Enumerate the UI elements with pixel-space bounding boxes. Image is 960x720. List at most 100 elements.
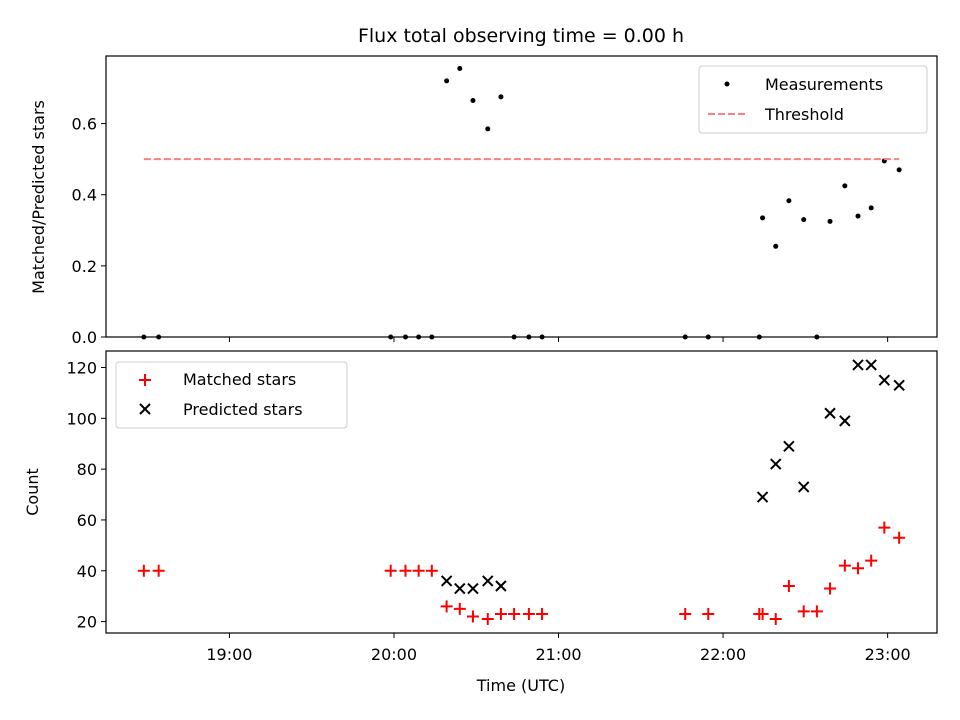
y-tick-label: 100 (66, 409, 97, 428)
measurements-point (141, 334, 147, 340)
legend-label-matched-stars: Matched stars (183, 370, 296, 389)
measurements-point (485, 126, 491, 132)
matched-stars-point (810, 605, 823, 618)
predicted-stars-point (852, 359, 864, 371)
matched-stars-point (399, 564, 412, 577)
predicted-stars-point (798, 481, 810, 493)
bottom-panel-series (137, 359, 906, 626)
bottom-legend-box (115, 361, 348, 429)
matched-stars-point (893, 531, 906, 544)
top-panel-series (141, 65, 902, 340)
predicted-stars-point (770, 458, 782, 470)
measurements-point (814, 334, 820, 340)
top-panel-legend: Measurements Threshold (698, 65, 928, 134)
bottom-panel-ylabel: Count (23, 468, 42, 516)
measurements-point (402, 334, 408, 340)
bottom-panel-frame (105, 350, 938, 634)
matched-stars-point (782, 580, 795, 592)
predicted-stars-point (495, 580, 507, 592)
measurements-point (896, 167, 902, 173)
top-panel-frame (105, 55, 938, 338)
matched-stars-point (756, 607, 769, 620)
x-axis-label: Time (UTC) (476, 676, 565, 695)
predicted-stars-point (440, 575, 453, 587)
matched-stars-point (440, 600, 453, 613)
measurements-point (429, 334, 435, 340)
y-tick-label: 60 (77, 511, 97, 530)
predicted-stars-point (865, 359, 877, 371)
predicted-stars-point (783, 440, 795, 452)
x-tick-label: 23:00 (865, 645, 911, 664)
y-tick-label: 0.0 (72, 328, 97, 347)
measurements-point (511, 334, 517, 340)
matched-stars-point (425, 564, 438, 577)
measurements-point (388, 334, 394, 340)
top-legend-box (698, 65, 928, 134)
matched-stars-point (494, 607, 507, 620)
measurements-point (526, 334, 532, 340)
top-panel: Matched/Predicted stars 0.0 0.2 0.4 0.6 Mea… (29, 55, 938, 347)
matched-stars-point (797, 605, 810, 618)
matched-stars-point (508, 607, 521, 620)
predicted-stars-point (482, 575, 494, 587)
chart-title: Flux total observing time = 0.00 h (358, 25, 684, 47)
y-tick-label: 0.2 (72, 257, 97, 276)
legend-label-threshold: Threshold (764, 105, 844, 124)
bottom-panel-xticks: 19:00 20:00 21:00 22:00 23:00 (206, 633, 911, 664)
measurements-point (773, 243, 779, 249)
x-tick-label: 19:00 (206, 645, 252, 664)
x-tick-label: 22:00 (700, 645, 746, 664)
top-panel-yticks: 0.0 0.2 0.4 0.6 (72, 115, 106, 347)
matched-stars-point (137, 564, 150, 577)
bottom-panel-yticks: 20 40 60 80 100 120 (66, 359, 106, 632)
predicted-stars-point (454, 582, 466, 595)
measurements-point (498, 94, 504, 100)
matched-stars-point (769, 613, 782, 626)
measurements-point (682, 334, 688, 340)
y-tick-label: 80 (77, 460, 97, 479)
predicted-stars-point (467, 582, 479, 595)
matched-stars-point (679, 607, 692, 620)
measurements-point (156, 334, 162, 340)
measurements-point (470, 97, 476, 103)
legend-marker-measurements (724, 81, 730, 87)
matched-stars-point (865, 554, 878, 567)
measurements-point (855, 213, 861, 219)
matched-stars-point (152, 564, 165, 577)
matched-stars-point (824, 582, 837, 595)
measurements-point (842, 183, 848, 189)
measurements-point (868, 205, 874, 211)
matched-stars-point (838, 559, 851, 572)
measurements-point (756, 334, 762, 340)
measurements-point (760, 215, 766, 221)
matched-stars-point (384, 564, 397, 577)
top-panel-xticks (228, 337, 889, 342)
matched-stars-point (702, 607, 715, 620)
legend-label-measurements: Measurements (765, 75, 883, 94)
measurements-point (539, 334, 545, 340)
bottom-panel-legend: Matched stars Predicted stars (115, 361, 348, 429)
bottom-panel: Count 20 40 60 80 100 120 19:00 20:00 21:00 22:0… (23, 350, 938, 664)
x-tick-label: 21:00 (535, 645, 581, 664)
y-tick-label: 0.6 (72, 115, 97, 134)
matched-stars-point (878, 521, 891, 534)
matched-stars-point (536, 607, 549, 620)
legend-label-predicted-stars: Predicted stars (183, 400, 303, 419)
y-tick-label: 0.4 (72, 186, 97, 205)
matched-stars-point (453, 602, 466, 615)
top-panel-ylabel: Matched/Predicted stars (29, 100, 48, 294)
predicted-stars-point (893, 379, 905, 392)
matched-stars-point (466, 610, 479, 623)
predicted-stars-point (839, 415, 851, 427)
measurements-point (786, 198, 792, 204)
matched-stars-point (481, 613, 494, 626)
measurements-point (444, 78, 450, 84)
measurements-point (827, 218, 833, 224)
y-tick-label: 20 (77, 613, 97, 632)
y-tick-label: 120 (66, 359, 97, 378)
measurements-point (705, 334, 711, 340)
measurements-point (801, 217, 807, 223)
predicted-stars-point (824, 407, 836, 419)
legend-marker-matched-stars (139, 374, 151, 386)
